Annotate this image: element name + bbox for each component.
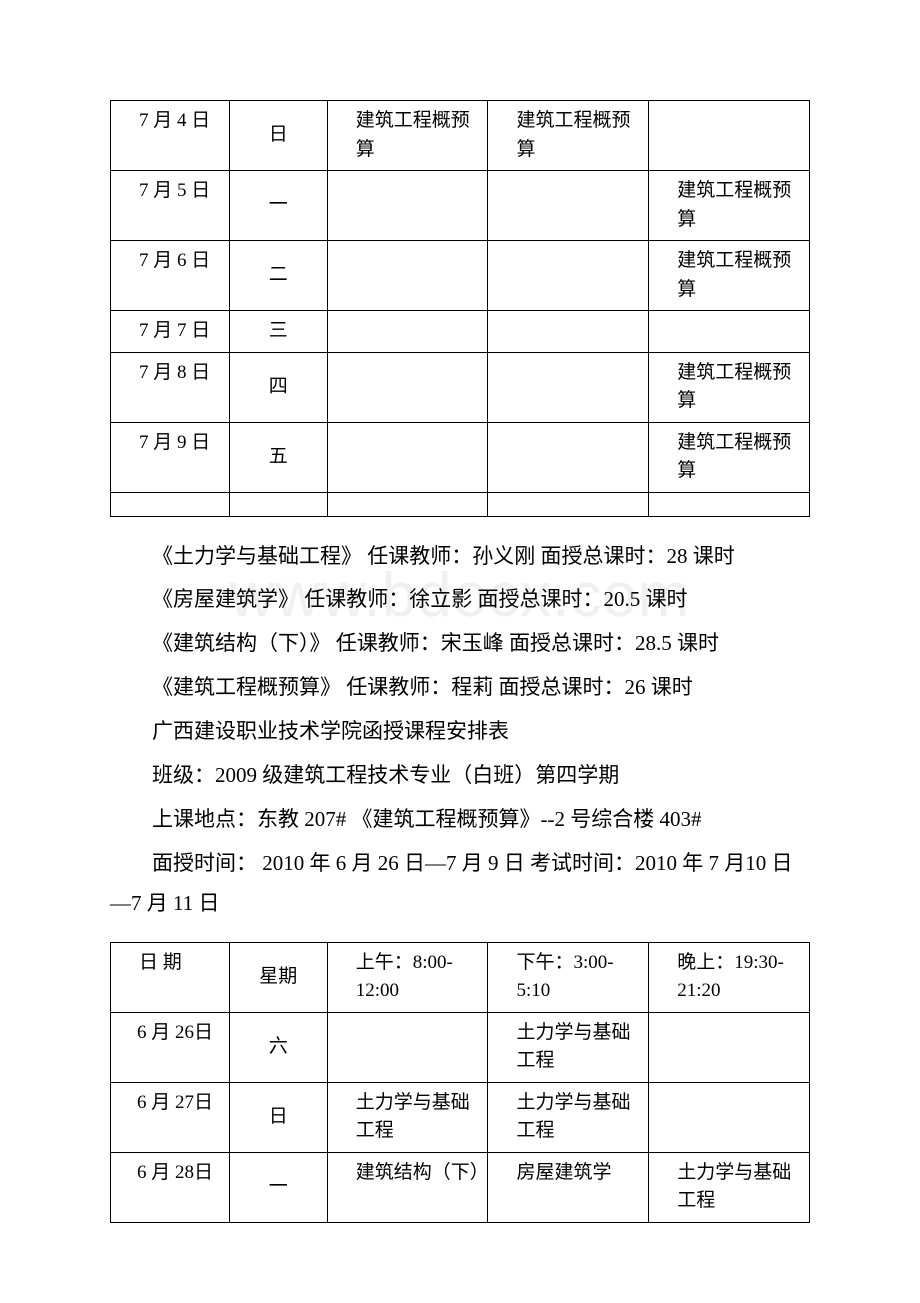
date-cell: 7 月 7 日 xyxy=(111,311,230,353)
table-row: 7 月 7 日 三 xyxy=(111,311,810,353)
class-line: 班级：2009 级建筑工程技术专业（白班）第四学期 xyxy=(110,756,810,796)
afternoon-cell xyxy=(488,311,649,353)
course-line-2: 《房屋建筑学》 任课教师：徐立影 面授总课时：20.5 课时 xyxy=(110,580,810,620)
course-line-1: 《土力学与基础工程》 任课教师：孙义刚 面授总课时：28 课时 xyxy=(110,537,810,577)
date-cell: 6 月 27日 xyxy=(111,1082,230,1152)
evening-cell: 建筑工程概预算 xyxy=(649,171,810,241)
table-header-row: 日 期 星期 上午：8:00-12:00 下午：3:00-5:10 晚上：19:… xyxy=(111,942,810,1012)
afternoon-cell: 建筑工程概预算 xyxy=(488,101,649,171)
table-row: 7 月 4 日 日 建筑工程概预算 建筑工程概预算 xyxy=(111,101,810,171)
afternoon-cell xyxy=(488,171,649,241)
evening-cell: 建筑工程概预算 xyxy=(649,241,810,311)
date-cell: 7 月 4 日 xyxy=(111,101,230,171)
empty-cell xyxy=(327,492,488,516)
header-day: 星期 xyxy=(229,942,327,1012)
empty-cell xyxy=(649,492,810,516)
header-date: 日 期 xyxy=(111,942,230,1012)
day-cell: 一 xyxy=(229,171,327,241)
date-cell: 7 月 6 日 xyxy=(111,241,230,311)
morning-cell xyxy=(327,171,488,241)
course-line-3: 《建筑结构（下）》 任课教师：宋玉峰 面授总课时：28.5 课时 xyxy=(110,624,810,664)
evening-cell xyxy=(649,311,810,353)
evening-cell: 土力学与基础工程 xyxy=(649,1152,810,1222)
date-cell: 7 月 5 日 xyxy=(111,171,230,241)
morning-cell xyxy=(327,422,488,492)
schedule-table-1: 7 月 4 日 日 建筑工程概预算 建筑工程概预算 7 月 5 日 一 建筑工程… xyxy=(110,100,810,517)
table-row: 6 月 28日 一 建筑结构（下） 房屋建筑学 土力学与基础工程 xyxy=(111,1152,810,1222)
morning-cell: 建筑结构（下） xyxy=(327,1152,488,1222)
afternoon-cell: 土力学与基础工程 xyxy=(488,1082,649,1152)
header-evening: 晚上：19:30-21:20 xyxy=(649,942,810,1012)
morning-cell: 土力学与基础工程 xyxy=(327,1082,488,1152)
morning-cell xyxy=(327,241,488,311)
table-row: 6 月 26日 六 土力学与基础工程 xyxy=(111,1012,810,1082)
empty-cell xyxy=(111,492,230,516)
empty-cell xyxy=(488,492,649,516)
day-cell: 三 xyxy=(229,311,327,353)
morning-cell xyxy=(327,352,488,422)
day-cell: 四 xyxy=(229,352,327,422)
date-cell: 7 月 8 日 xyxy=(111,352,230,422)
header-morning: 上午：8:00-12:00 xyxy=(327,942,488,1012)
afternoon-cell xyxy=(488,352,649,422)
day-cell: 一 xyxy=(229,1152,327,1222)
date-cell: 7 月 9 日 xyxy=(111,422,230,492)
afternoon-cell: 土力学与基础工程 xyxy=(488,1012,649,1082)
evening-cell: 建筑工程概预算 xyxy=(649,352,810,422)
table-row: 7 月 5 日 一 建筑工程概预算 xyxy=(111,171,810,241)
table-row: 6 月 27日 日 土力学与基础工程 土力学与基础工程 xyxy=(111,1082,810,1152)
table-row: 7 月 9 日 五 建筑工程概预算 xyxy=(111,422,810,492)
location-line: 上课地点：东教 207# 《建筑工程概预算》--2 号综合楼 403# xyxy=(110,800,810,840)
evening-cell xyxy=(649,101,810,171)
morning-cell: 建筑工程概预算 xyxy=(327,101,488,171)
empty-cell xyxy=(229,492,327,516)
day-cell: 五 xyxy=(229,422,327,492)
day-cell: 日 xyxy=(229,1082,327,1152)
table-row: 7 月 6 日 二 建筑工程概预算 xyxy=(111,241,810,311)
morning-cell xyxy=(327,311,488,353)
afternoon-cell xyxy=(488,241,649,311)
afternoon-cell: 房屋建筑学 xyxy=(488,1152,649,1222)
course-line-4: 《建筑工程概预算》 任课教师：程莉 面授总课时：26 课时 xyxy=(110,668,810,708)
header-afternoon: 下午：3:00-5:10 xyxy=(488,942,649,1012)
table-empty-row xyxy=(111,492,810,516)
day-cell: 二 xyxy=(229,241,327,311)
course-info-block: 《土力学与基础工程》 任课教师：孙义刚 面授总课时：28 课时 《房屋建筑学》 … xyxy=(110,537,810,924)
table-row: 7 月 8 日 四 建筑工程概预算 xyxy=(111,352,810,422)
day-cell: 日 xyxy=(229,101,327,171)
evening-cell xyxy=(649,1082,810,1152)
afternoon-cell xyxy=(488,422,649,492)
title-line: 广西建设职业技术学院函授课程安排表 xyxy=(110,712,810,752)
day-cell: 六 xyxy=(229,1012,327,1082)
evening-cell xyxy=(649,1012,810,1082)
schedule-table-2: 日 期 星期 上午：8:00-12:00 下午：3:00-5:10 晚上：19:… xyxy=(110,942,810,1223)
date-cell: 6 月 28日 xyxy=(111,1152,230,1222)
morning-cell xyxy=(327,1012,488,1082)
evening-cell: 建筑工程概预算 xyxy=(649,422,810,492)
time-line: 面授时间： 2010 年 6 月 26 日—7 月 9 日 考试时间：2010 … xyxy=(110,844,810,924)
date-cell: 6 月 26日 xyxy=(111,1012,230,1082)
